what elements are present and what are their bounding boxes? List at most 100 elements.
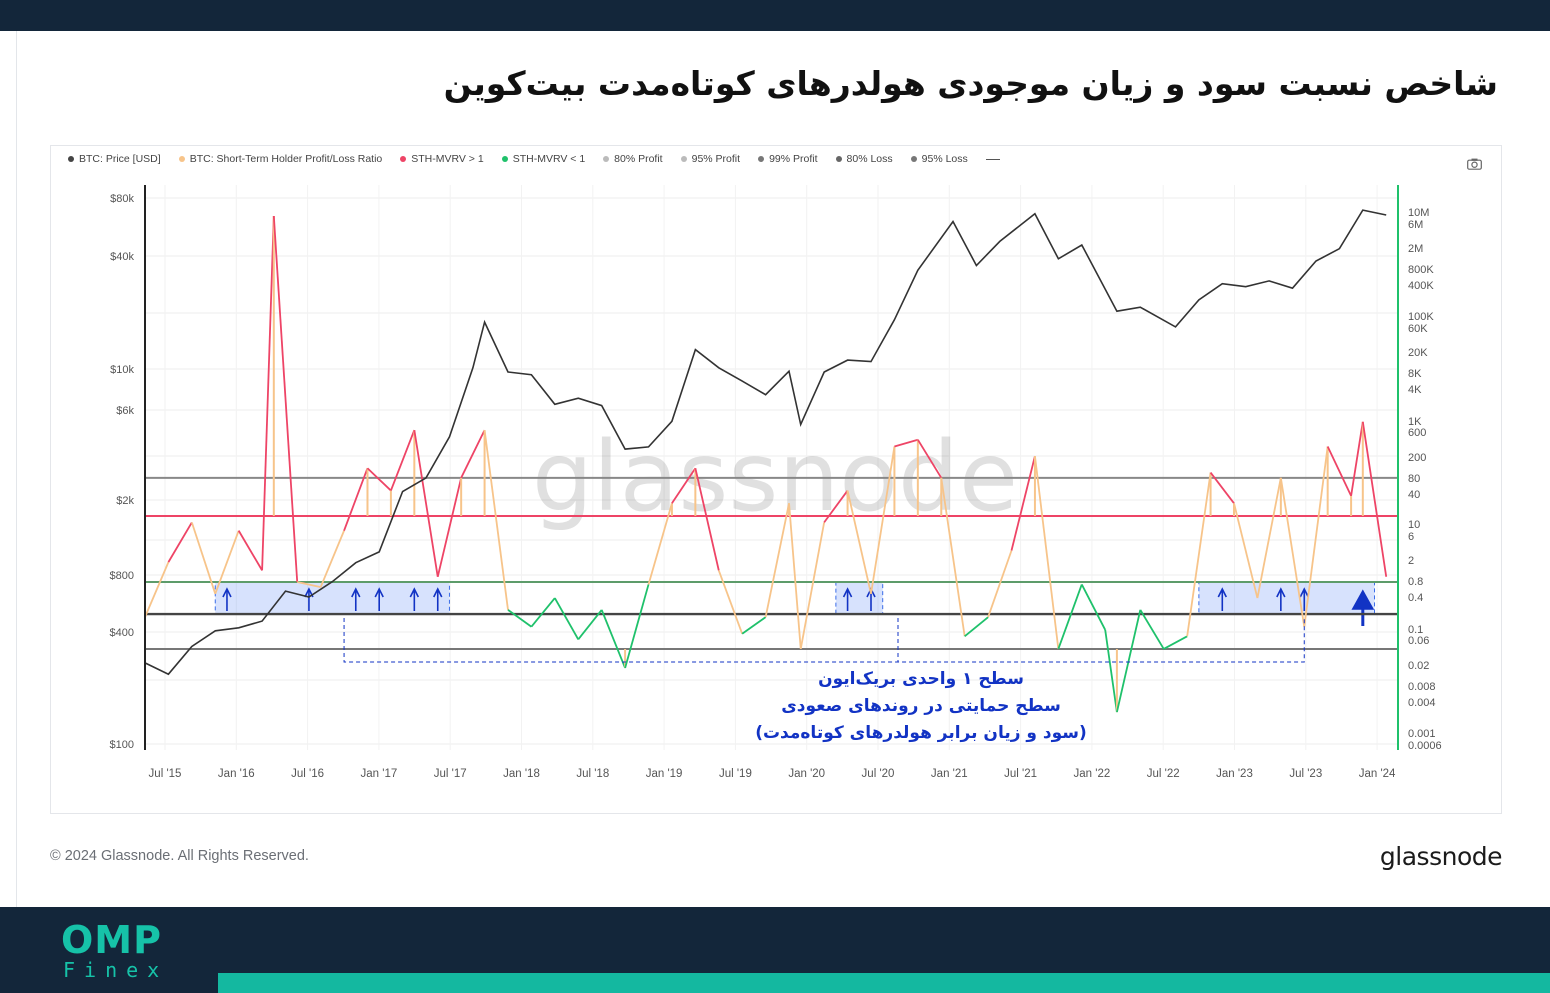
ratio-segment xyxy=(647,503,673,585)
ratio-segment xyxy=(1233,503,1259,599)
right-tick-label: 0.02 xyxy=(1408,660,1429,672)
left-tick-label: $400 xyxy=(110,627,134,639)
legend-dot xyxy=(501,156,508,162)
right-tick-label: 8K xyxy=(1408,368,1422,380)
legend-dot xyxy=(178,156,185,162)
ratio-segment xyxy=(530,597,556,628)
support-zone xyxy=(214,581,450,615)
legend-more-icon xyxy=(985,159,1000,160)
x-tick-label: Jan '16 xyxy=(218,768,255,780)
x-tick-label: Jan '24 xyxy=(1359,768,1396,780)
x-tick-label: Jul '19 xyxy=(719,768,752,780)
legend-item-ratio[interactable]: BTC: Short-Term Holder Profit/Loss Ratio xyxy=(178,153,383,165)
x-tick-label: Jul '23 xyxy=(1289,768,1322,780)
x-tick-label: Jul '16 xyxy=(291,768,324,780)
x-tick-label: Jan '22 xyxy=(1074,768,1111,780)
x-tick-label: Jan '19 xyxy=(646,768,683,780)
x-tick-label: Jul '22 xyxy=(1147,768,1180,780)
right-tick-label: 0.008 xyxy=(1408,681,1436,693)
ratio-segment xyxy=(917,439,943,479)
support-arrow-head xyxy=(1276,587,1286,598)
x-tick-label: Jul '17 xyxy=(434,768,467,780)
ratio-segment xyxy=(1104,629,1118,713)
legend-dot xyxy=(603,156,610,162)
finex-logo-text: Finex xyxy=(63,958,169,982)
ratio-segment xyxy=(624,584,650,669)
legend-item-mvrv-above[interactable]: STH-MVRV > 1 xyxy=(400,153,484,165)
support-arrow-head xyxy=(842,587,853,598)
legend-item-more[interactable] xyxy=(985,153,1000,165)
right-tick-label: 0.001 xyxy=(1408,728,1436,740)
right-tick-label: 200 xyxy=(1408,452,1426,464)
ratio-segment xyxy=(741,616,767,635)
ratio-segment xyxy=(237,530,263,571)
legend-label: 95% Loss xyxy=(921,153,968,165)
x-tick-label: Jul '15 xyxy=(149,768,182,780)
right-tick-label: 1K xyxy=(1408,416,1422,428)
right-tick-label: 0.8 xyxy=(1408,576,1423,588)
legend-dot xyxy=(68,156,74,162)
x-tick-label: Jan '18 xyxy=(503,768,540,780)
legend-item-99-profit[interactable]: 99% Profit xyxy=(758,153,818,165)
support-arrow-head xyxy=(351,587,361,598)
ratio-segment xyxy=(272,215,299,583)
legend-item-price[interactable]: BTC: Price [USD] xyxy=(68,153,161,165)
left-tick-label: $2k xyxy=(116,495,134,507)
right-tick-label: 800K xyxy=(1408,264,1434,276)
x-tick-label: Jan '17 xyxy=(361,768,398,780)
price-line xyxy=(144,209,1387,676)
ratio-segment xyxy=(577,609,603,640)
legend-label: STH-MVRV > 1 xyxy=(411,153,484,165)
right-tick-label: 0.4 xyxy=(1408,592,1423,604)
ratio-segment xyxy=(297,581,321,589)
right-tick-label: 20K xyxy=(1408,347,1428,359)
ratio-segment xyxy=(413,429,439,577)
support-arrow-head xyxy=(222,587,232,598)
legend-item-80-profit[interactable]: 80% Profit xyxy=(603,153,663,165)
legend-item-95-loss[interactable]: 95% Loss xyxy=(910,153,968,165)
right-tick-label: 6M xyxy=(1408,219,1423,231)
camera-icon[interactable] xyxy=(1467,158,1482,170)
ratio-segment xyxy=(799,522,826,650)
chart-legend: BTC: Price [USD] BTC: Short-Term Holder … xyxy=(68,153,1018,165)
annotation-text: سطح ۱ واحدی بریک‌ایون xyxy=(818,669,1024,689)
legend-item-80-loss[interactable]: 80% Loss xyxy=(835,153,893,165)
ratio-segment xyxy=(717,570,744,635)
right-tick-label: 2M xyxy=(1408,243,1423,255)
ratio-segment xyxy=(1116,609,1142,713)
left-tick-label: $6k xyxy=(116,405,134,417)
x-tick-label: Jul '20 xyxy=(862,768,895,780)
ratio-segment xyxy=(870,446,896,594)
legend-label: BTC: Price [USD] xyxy=(79,153,161,165)
ratio-segment xyxy=(1139,609,1165,650)
ratio-segment xyxy=(964,616,989,638)
omp-logo-text: OMP xyxy=(61,918,162,962)
ratio-segment xyxy=(390,429,416,491)
left-tick-label: $10k xyxy=(110,364,134,376)
ratio-segment xyxy=(1186,472,1212,637)
legend-label: 99% Profit xyxy=(769,153,818,165)
ratio-segment xyxy=(1209,472,1235,504)
support-zone xyxy=(835,581,884,615)
right-tick-label: 10M xyxy=(1408,207,1429,219)
ratio-segment xyxy=(460,429,486,479)
ratio-segment xyxy=(190,522,217,595)
annotation-text: سطح حمایتی در روندهای صعودی xyxy=(781,696,1061,716)
ratio-segment xyxy=(1279,477,1306,627)
ratio-segment xyxy=(1163,635,1188,650)
legend-dot xyxy=(758,156,765,162)
left-tick-label: $40k xyxy=(110,251,134,263)
legend-dot xyxy=(835,156,842,162)
legend-item-95-profit[interactable]: 95% Profit xyxy=(680,153,740,165)
ratio-segment xyxy=(1034,456,1060,650)
footer-accent-strip xyxy=(218,973,1550,993)
x-tick-label: Jan '21 xyxy=(931,768,968,780)
right-tick-label: 0.1 xyxy=(1408,624,1423,636)
ratio-segment xyxy=(823,490,849,523)
right-tick-label: 0.0006 xyxy=(1408,740,1442,752)
legend-item-mvrv-below[interactable]: STH-MVRV < 1 xyxy=(501,153,585,165)
legend-label: BTC: Short-Term Holder Profit/Loss Ratio xyxy=(189,153,383,165)
right-tick-label: 10 xyxy=(1408,519,1420,531)
left-tick-label: $80k xyxy=(110,193,134,205)
